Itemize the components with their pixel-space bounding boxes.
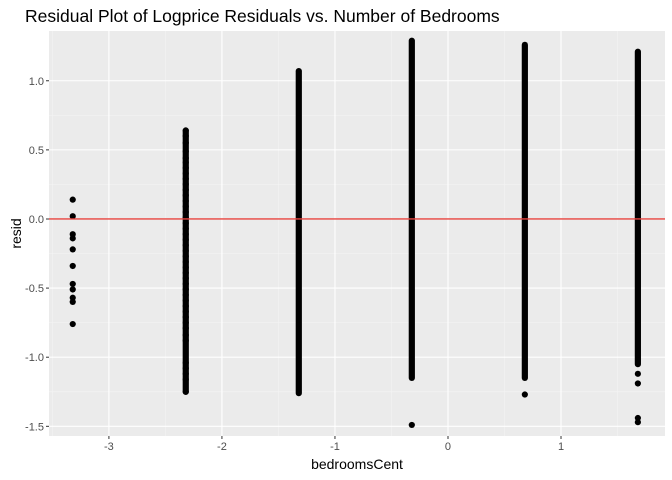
plot-panel [49,31,665,436]
data-point [182,181,189,188]
data-point [182,208,189,216]
data-point [182,203,189,210]
data-point [69,196,76,203]
data-point [182,308,189,315]
data-point [182,275,189,282]
x-tick-label: -2 [217,441,227,453]
chart-title: Residual Plot of Logprice Residuals vs. … [25,6,500,26]
data-point [69,235,76,242]
data-point [634,370,641,377]
data-point [182,264,189,271]
data-point [69,298,76,306]
data-point [182,247,189,254]
x-tick-label: -1 [330,441,340,453]
data-point [182,127,189,134]
data-point [182,365,189,372]
data-point [182,175,189,183]
y-tick-label: -1.5 [25,421,44,433]
data-point [69,286,76,293]
data-point [182,170,189,177]
data-point [182,159,189,166]
data-point [182,242,189,249]
data-point [634,419,641,426]
data-point [182,236,189,243]
data-point [182,319,189,326]
data-points [69,37,641,429]
data-point [69,320,76,328]
minor-grid [49,31,665,436]
data-point [182,225,189,232]
data-point [69,246,76,253]
data-point [182,231,189,238]
y-tick-label: 0.5 [29,145,44,157]
data-point [521,391,528,398]
data-point [182,214,189,221]
data-point [182,148,189,155]
data-point [182,325,189,332]
data-point [182,376,189,383]
data-point [182,280,189,288]
data-point [182,370,189,377]
data-point [182,139,189,147]
x-tick-label: -3 [104,441,114,453]
y-tick-label: -0.5 [25,283,44,295]
y-axis-title: resid [8,218,24,248]
data-point [182,192,189,199]
data-point [182,302,189,310]
data-point [69,280,76,288]
data-point [182,197,189,205]
point-column [295,67,302,397]
data-point [182,132,189,140]
data-point [182,253,189,260]
data-point [182,314,189,321]
data-point [182,331,189,339]
data-point [182,388,189,395]
x-axis-title: bedroomsCent [311,456,403,472]
point-column [408,37,415,382]
data-point [69,262,76,270]
data-point [634,380,641,387]
y-axis-ticks: -1.5 -1.0 -0.5 0.0 0.5 1.0 [25,76,49,433]
x-axis-ticks: -3 -2 -1 0 1 [104,436,564,453]
data-point [182,269,189,276]
y-tick-label: 0.0 [29,214,44,226]
data-point [182,291,189,299]
x-tick-label: 0 [445,441,451,453]
data-point [182,186,189,194]
data-point [182,220,189,227]
data-point [69,213,76,220]
data-point [408,421,415,429]
data-point [182,164,189,171]
point-column [634,48,641,368]
data-point [182,359,189,366]
y-tick-label: -1.0 [25,352,44,364]
point-column [521,41,528,382]
data-point [182,258,189,265]
y-tick-label: 1.0 [29,76,44,88]
x-tick-label: 1 [558,441,564,453]
data-point [182,337,189,344]
data-point [182,286,189,293]
data-point [182,297,189,304]
